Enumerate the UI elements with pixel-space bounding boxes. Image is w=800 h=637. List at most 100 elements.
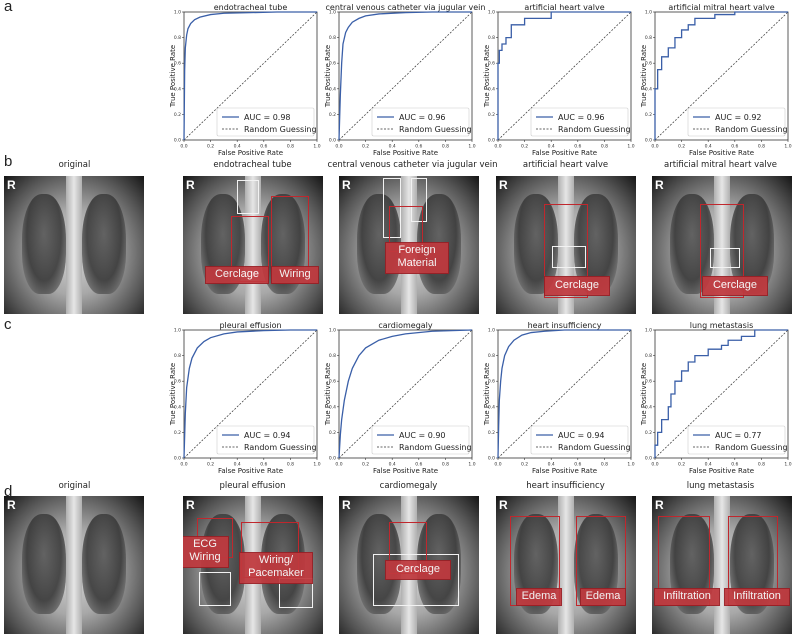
- legend-auc-label: AUC = 0.94: [558, 431, 605, 440]
- r-marker: R: [186, 178, 195, 192]
- xray-endotracheal: R Cerclage Wiring: [183, 176, 323, 314]
- panel-letter-c: c: [4, 316, 12, 333]
- x-tick-label: 0.6: [574, 144, 581, 150]
- r-marker: R: [655, 498, 664, 512]
- roc-svg: 0.00.0 0.2 0.2 0.4 0.4 0.6 0.6 0.8 0.8 1.0 1.0 Fals…: [483, 321, 635, 475]
- tag-wiring-line-2: Pacemaker: [248, 566, 304, 579]
- random-guess-line: [654, 329, 789, 459]
- y-tick-label: 0.8: [329, 35, 336, 41]
- tag-edema-left: Edema: [516, 588, 562, 606]
- x-tick-label: 1.0: [313, 462, 320, 468]
- y-tick-label: 0.2: [329, 430, 336, 436]
- y-tick-label: 0.6: [645, 379, 652, 385]
- y-tick-label: 1.0: [488, 10, 495, 16]
- tag-foreign-line-1: Foreign: [398, 244, 436, 256]
- x-tick-label: 0.0: [335, 144, 342, 150]
- roc-chart-endotracheal-tube: 0.0 0.0 0.2 0.2 0.4 0.4 0.6 0.6 0.8 0.8 1.0 1.0 Fals…: [160, 0, 321, 160]
- x-tick-label: 0.4: [389, 462, 396, 468]
- y-tick-label: 0.4: [329, 86, 336, 92]
- random-guess-line: [497, 11, 632, 141]
- legend-auc-label: AUC = 0.77: [715, 431, 762, 440]
- roc-curve: [497, 11, 631, 140]
- tag-cerclage: Cerclage: [544, 276, 610, 296]
- chart-title: endotracheal tube: [214, 3, 288, 12]
- tag-wiring: Wiring: [271, 266, 319, 284]
- legend-auc-label: AUC = 0.90: [399, 431, 446, 440]
- x-tick-label: 0.2: [362, 144, 369, 150]
- roc-svg: 0.00.0 0.2 0.2 0.4 0.4 0.6 0.6 0.8 0.8 1.0 1.0 Fals…: [483, 3, 635, 157]
- roc-curve: [654, 329, 788, 458]
- y-tick-label: 0.0: [174, 138, 181, 144]
- row-b-label-original: original: [58, 160, 91, 170]
- roc-svg: 0.00.0 0.2 0.2 0.4 0.4 0.6 0.6 0.8 0.8 1.0 1.0 Fals…: [169, 321, 321, 475]
- tag-infiltration-left: Infiltration: [654, 588, 720, 606]
- x-axis-label: False Positive Rate: [532, 149, 597, 157]
- r-marker: R: [342, 178, 351, 192]
- y-tick-label: 0.0: [645, 456, 652, 462]
- y-tick-label: 0.4: [174, 86, 181, 92]
- legend-auc-label: AUC = 0.96: [558, 113, 605, 122]
- x-tick-label: 0.0: [651, 144, 658, 150]
- x-tick-label: 0.6: [731, 144, 738, 150]
- tag-ecg-line-1: ECG: [193, 538, 217, 550]
- roc-curve: [338, 11, 472, 141]
- y-tick-label: 0.2: [174, 112, 181, 118]
- y-tick-label: 0.4: [174, 404, 181, 410]
- y-tick-label: 0.8: [174, 353, 181, 359]
- x-tick-label: 1.0: [468, 462, 475, 468]
- row-d-label-lung-metastasis: lung metastasis: [686, 481, 755, 491]
- x-tick-label: 1.0: [468, 144, 475, 150]
- y-tick-label: 1.0: [329, 10, 336, 16]
- legend-auc-label: AUC = 0.92: [715, 113, 762, 122]
- x-tick-label: 0.2: [521, 144, 528, 150]
- y-tick-label: 0.8: [488, 353, 495, 359]
- x-tick-label: 0.2: [678, 462, 685, 468]
- plot-frame: [183, 329, 318, 459]
- x-tick-label: 0.6: [260, 144, 267, 150]
- x-tick-label: 0.8: [601, 462, 608, 468]
- tag-wiring-line-1: Wiring/: [258, 554, 294, 566]
- chart-title: heart insufficiency: [528, 321, 602, 330]
- x-tick-label: 0.8: [442, 144, 449, 150]
- y-tick-label: 0.2: [174, 430, 181, 436]
- x-tick-label: 0.2: [362, 462, 369, 468]
- r-marker: R: [342, 498, 351, 512]
- roc-svg: 0.00.0 0.2 0.2 0.4 0.4 0.6 0.6 0.8 0.8 1.0 1.0 Fals…: [324, 3, 485, 157]
- x-tick-label: 1.0: [784, 144, 791, 150]
- legend-box: [687, 107, 786, 137]
- row-b-label-cvc: central venous catheter via jugular vein: [327, 160, 498, 170]
- y-tick-label: 0.8: [488, 35, 495, 41]
- xray-lung-metastasis: R Infiltration Infiltration: [652, 496, 792, 634]
- x-tick-label: 0.0: [180, 144, 187, 150]
- x-tick-label: 0.0: [335, 462, 342, 468]
- x-tick-label: 0.4: [389, 144, 396, 150]
- x-tick-label: 0.8: [601, 144, 608, 150]
- chart-title: lung metastasis: [690, 321, 754, 330]
- y-tick-label: 1.0: [488, 328, 495, 334]
- y-tick-label: 0.0: [488, 456, 495, 462]
- panel-letter-d: d: [4, 483, 13, 500]
- y-tick-label: 0.4: [645, 86, 652, 92]
- tag-ecg-line-2: Wiring: [189, 550, 221, 563]
- xray-original-b: R: [4, 176, 144, 314]
- legend-box: [687, 425, 786, 455]
- tag-infiltration-right: Infiltration: [724, 588, 790, 606]
- row-b-label-mitral: artificial mitral heart valve: [663, 160, 777, 170]
- row-b-label-heart-valve: artificial heart valve: [522, 160, 609, 170]
- x-tick-label: 0.2: [521, 462, 528, 468]
- roc-chart-heart-insufficiency: 0.0 0.0 0.2 0.2 0.4 0.4 0.6 0.6 0.8 0.8 1.0 1.0 Fals…: [474, 318, 635, 478]
- plot-frame: [654, 11, 789, 141]
- tag-wiring-pacemaker: Wiring/ Pacemaker: [239, 552, 313, 584]
- y-tick-label: 0.8: [329, 353, 336, 359]
- x-tick-label: 0.6: [574, 462, 581, 468]
- x-tick-label: 0.2: [678, 144, 685, 150]
- y-tick-label: 0.6: [645, 61, 652, 67]
- xray-pleural-effusion: R ECG Wiring Wiring/ Pacemaker: [183, 496, 323, 634]
- xray-original-d: R: [4, 496, 144, 634]
- x-tick-label: 0.0: [494, 144, 501, 150]
- x-tick-label: 0.0: [180, 462, 187, 468]
- y-tick-label: 0.4: [488, 404, 495, 410]
- x-axis-label: False Positive Rate: [689, 467, 754, 475]
- chart-title: pleural effusion: [219, 321, 281, 330]
- xray-cvc: R Foreign Material: [339, 176, 479, 314]
